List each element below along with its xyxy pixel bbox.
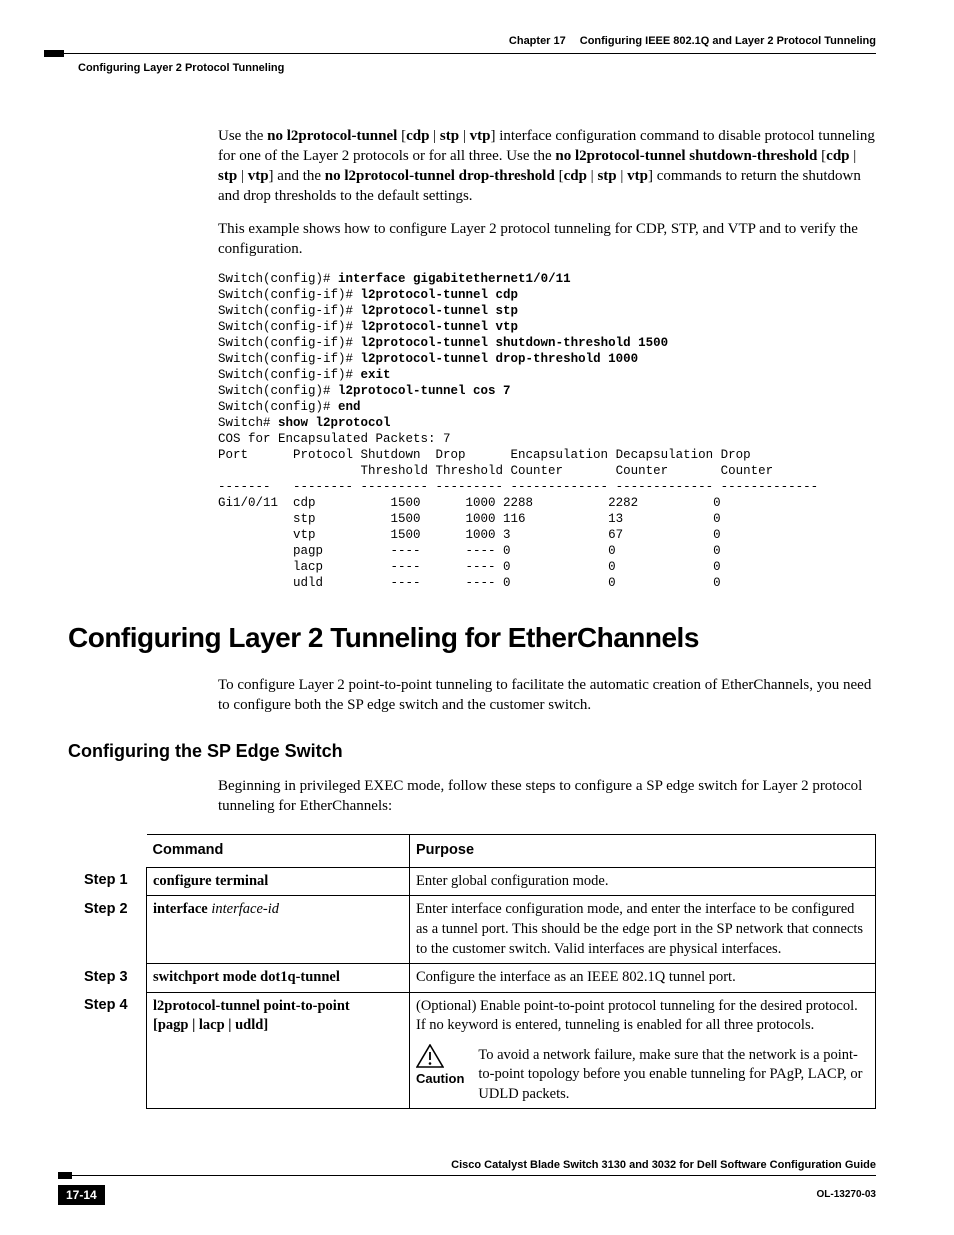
table-row: Step 4l2protocol-tunnel point-to-point[p… [78,992,876,1109]
caution-icon: Caution [416,1044,464,1088]
step-command: interface interface-id [147,896,410,964]
page-footer: Cisco Catalyst Blade Switch 3130 and 303… [78,1158,876,1205]
step-command: switchport mode dot1q-tunnel [147,964,410,993]
th-command: Command [147,835,410,868]
header-rule [78,53,876,63]
step-purpose: Enter global configuration mode. [410,867,876,896]
step-command: l2protocol-tunnel point-to-point[pagp | … [147,992,410,1109]
section-h1: Configuring Layer 2 Tunneling for EtherC… [68,619,876,657]
intro-para-1: Use the no l2protocol-tunnel [cdp | stp … [218,126,876,207]
h1-para: To configure Layer 2 point-to-point tunn… [218,675,876,716]
step-number: Step 3 [78,964,147,993]
intro-para-2: This example shows how to configure Laye… [218,219,876,260]
steps-table: Command Purpose Step 1configure terminal… [78,834,876,1109]
step-number: Step 2 [78,896,147,964]
section-h2: Configuring the SP Edge Switch [68,739,876,763]
chapter-number: Chapter 17 [509,34,566,49]
page-number-badge: 17-14 [58,1185,105,1205]
step-purpose: Enter interface configuration mode, and … [410,896,876,964]
step-command: configure terminal [147,867,410,896]
table-row: Step 1configure terminalEnter global con… [78,867,876,896]
running-header: Chapter 17 Configuring IEEE 802.1Q and L… [78,34,876,49]
step-number: Step 4 [78,992,147,1109]
th-purpose: Purpose [410,835,876,868]
doc-id: OL-13270-03 [817,1188,876,1202]
step-purpose: (Optional) Enable point-to-point protoco… [410,992,876,1109]
terminal-output: Switch(config)# interface gigabitetherne… [218,271,876,591]
step-purpose: Configure the interface as an IEEE 802.1… [410,964,876,993]
step-number: Step 1 [78,867,147,896]
chapter-title: Configuring IEEE 802.1Q and Layer 2 Prot… [580,34,876,49]
section-header: Configuring Layer 2 Protocol Tunneling [78,61,876,76]
h2-para: Beginning in privileged EXEC mode, follo… [218,776,876,817]
table-row: Step 2interface interface-idEnter interf… [78,896,876,964]
table-row: Step 3switchport mode dot1q-tunnelConfig… [78,964,876,993]
